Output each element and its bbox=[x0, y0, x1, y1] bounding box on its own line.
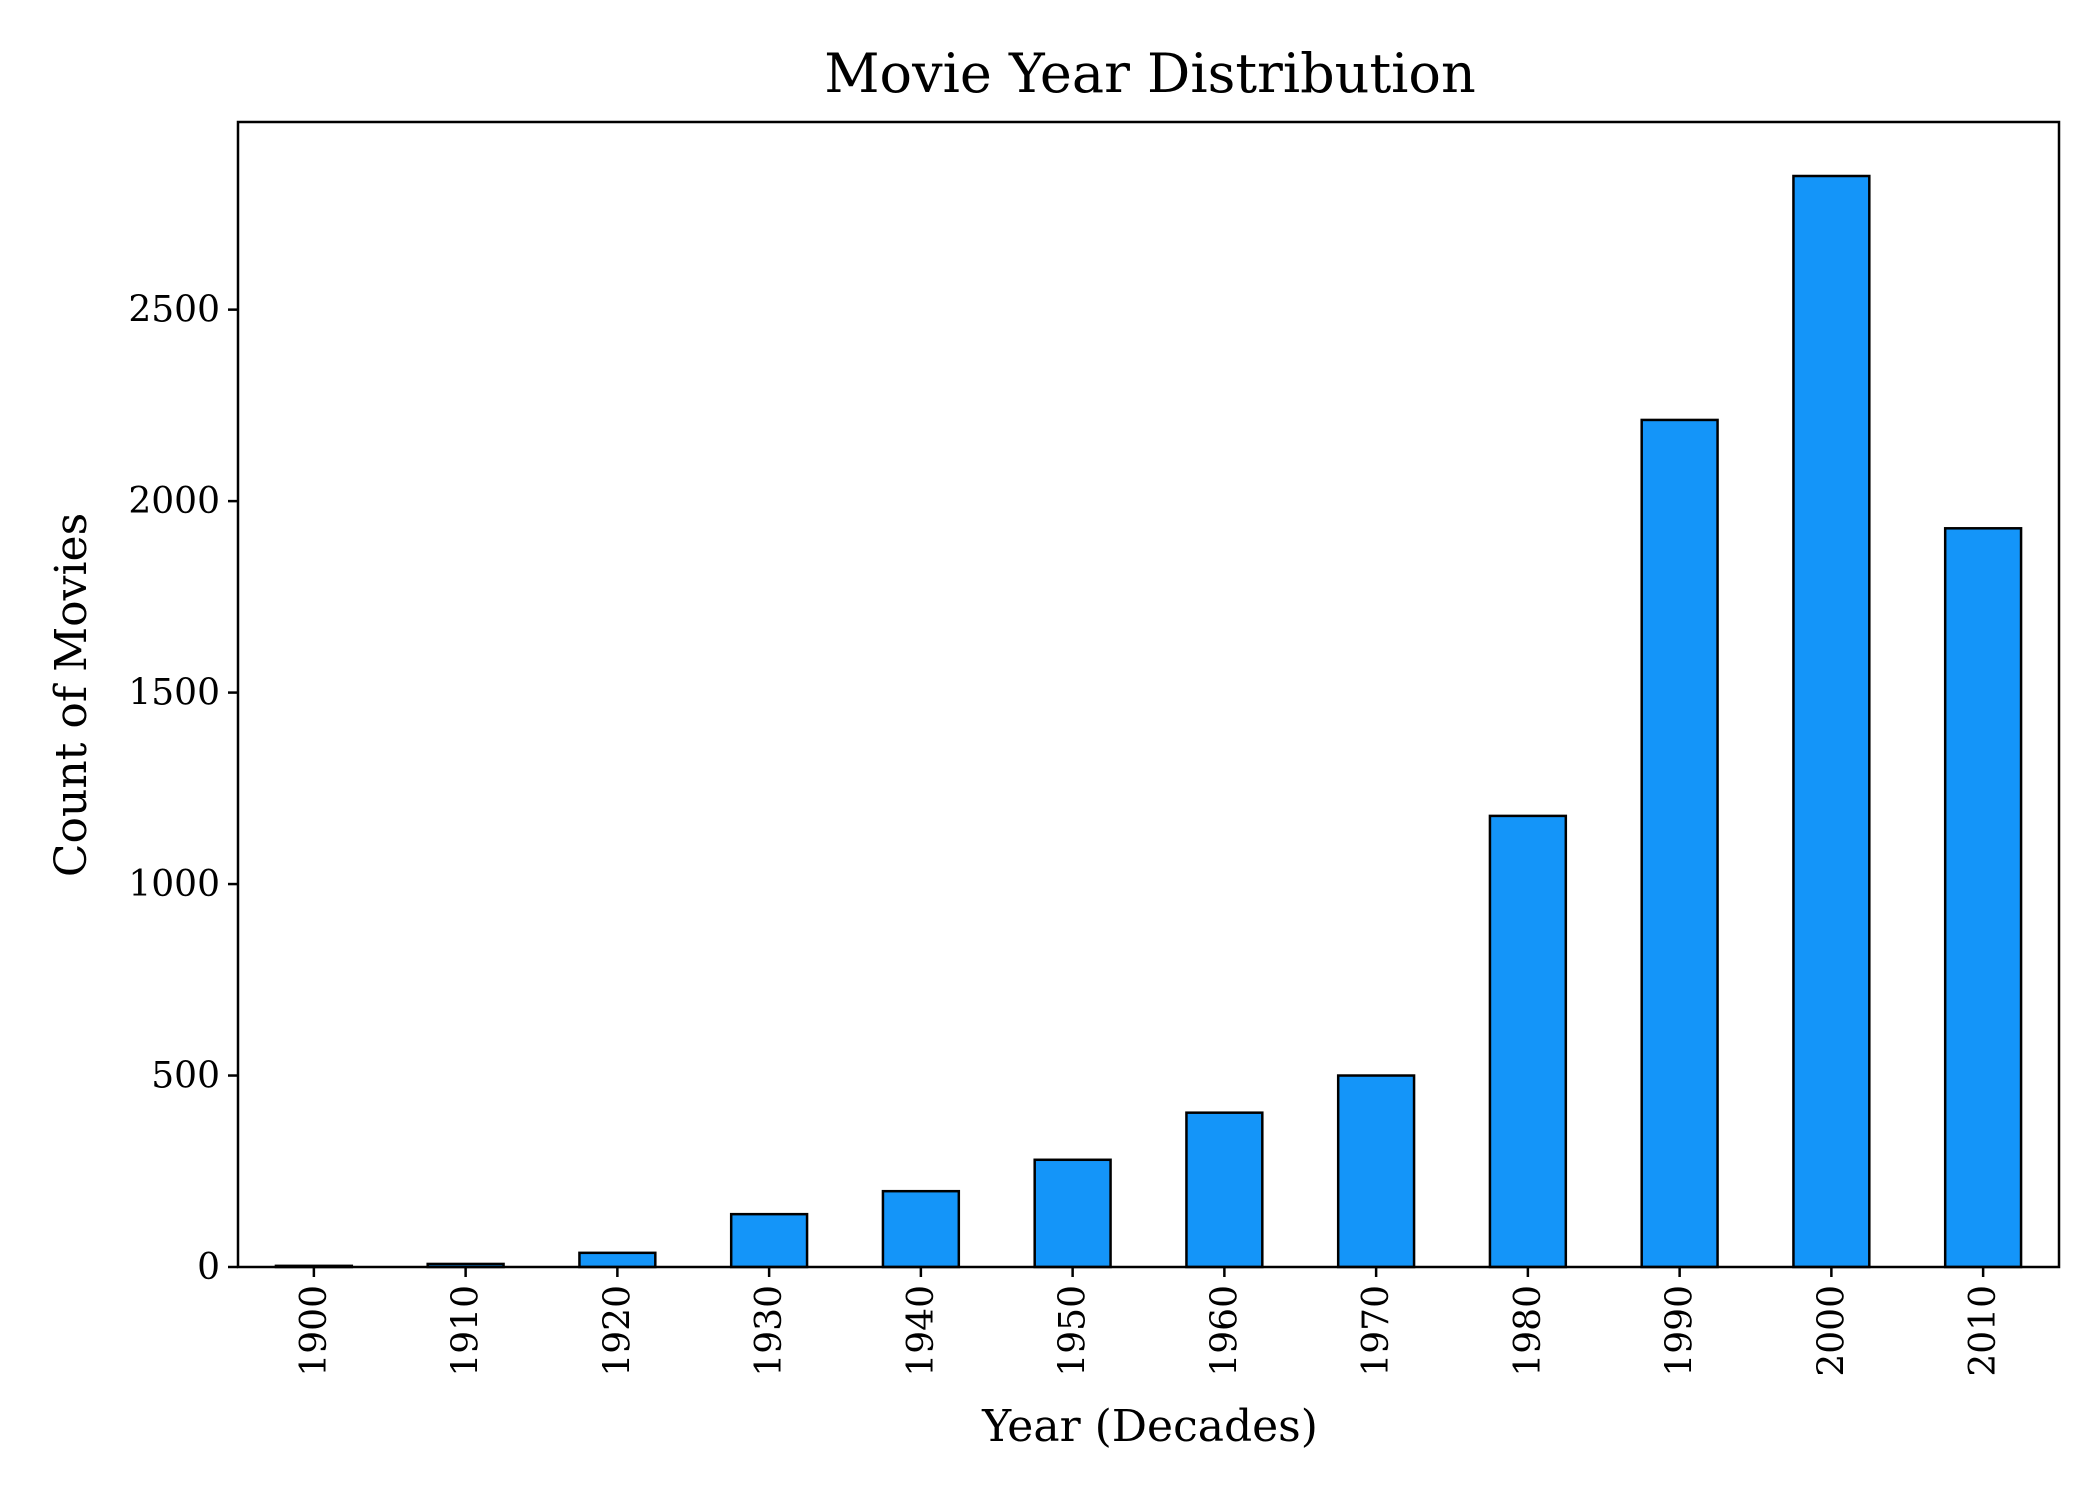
x-tick-label: 1910 bbox=[446, 1285, 487, 1377]
x-axis-ticks: 1900 1910 1920 1930 1940 1950 1960 1970 1980 1990… bbox=[294, 1267, 2004, 1377]
y-axis-label: Count of Movies bbox=[46, 513, 97, 877]
x-tick-label: 1940 bbox=[901, 1285, 942, 1377]
x-tick-label: 2000 bbox=[1811, 1285, 1852, 1377]
bar-1970 bbox=[1336, 1074, 1416, 1269]
y-tick-label: 1500 bbox=[128, 673, 220, 714]
x-tick-label: 1990 bbox=[1660, 1285, 1701, 1377]
x-tick-label: 1970 bbox=[1356, 1285, 1397, 1377]
bar-1990 bbox=[1640, 418, 1719, 1269]
y-tick-label: 0 bbox=[197, 1247, 220, 1288]
bar-2010 bbox=[1943, 527, 2023, 1269]
axes-frame bbox=[236, 120, 2061, 1269]
bar-1920 bbox=[578, 1251, 657, 1269]
y-tick-label: 1000 bbox=[128, 864, 220, 905]
y-tick-label: 2000 bbox=[128, 481, 220, 522]
bar-2000 bbox=[1792, 174, 1871, 1269]
bar-1940 bbox=[881, 1189, 961, 1269]
bar-1950 bbox=[1033, 1158, 1112, 1269]
x-tick-label: 1950 bbox=[1053, 1285, 1094, 1377]
bars-layer bbox=[274, 174, 2023, 1269]
x-tick-label: 1980 bbox=[1508, 1285, 1549, 1377]
y-tick-label: 500 bbox=[151, 1056, 220, 1097]
x-tick-label: 1900 bbox=[294, 1285, 335, 1377]
x-tick-label: 1930 bbox=[749, 1285, 790, 1377]
bar-1980 bbox=[1488, 814, 1568, 1269]
bar-1930 bbox=[729, 1212, 809, 1269]
bar-1960 bbox=[1185, 1111, 1264, 1269]
x-tick-label: 2010 bbox=[1963, 1285, 2004, 1377]
y-axis-ticks: 0 500 1000 1500 2000 2500 bbox=[128, 290, 238, 1288]
x-axis-label: Year (Decades) bbox=[981, 1401, 1318, 1452]
chart-title: Movie Year Distribution bbox=[824, 42, 1475, 105]
x-tick-label: 1960 bbox=[1204, 1285, 1245, 1377]
x-tick-label: 1920 bbox=[597, 1285, 638, 1377]
y-tick-label: 2500 bbox=[128, 290, 220, 331]
